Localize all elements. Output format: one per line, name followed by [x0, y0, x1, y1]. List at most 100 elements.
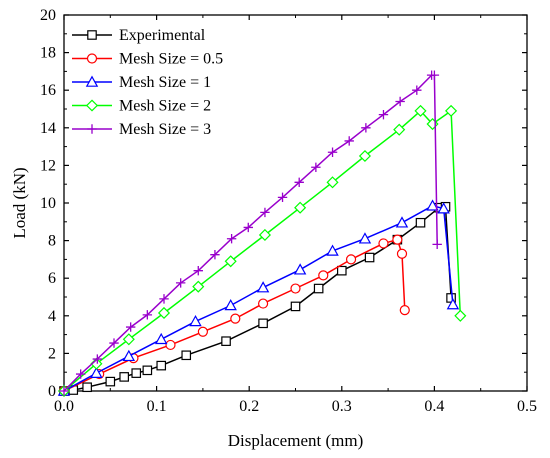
data-point: [358, 232, 372, 244]
y-tick-label: 4: [48, 308, 56, 325]
data-point: [224, 299, 237, 311]
data-point: [224, 255, 237, 268]
data-point: [125, 322, 136, 332]
data-point: [412, 85, 422, 95]
legend-marker: [85, 99, 99, 112]
y-tick-label: 8: [48, 233, 56, 250]
x-tick-label: 0.1: [147, 398, 167, 415]
legend-label: Experimental: [119, 27, 206, 44]
x-tick-label: 0.3: [332, 398, 352, 415]
data-point: [165, 339, 176, 351]
y-tick-label: 2: [48, 345, 56, 362]
data-point: [293, 263, 307, 275]
data-point: [378, 238, 389, 249]
legend-marker: [87, 30, 97, 40]
y-tick-label: 18: [40, 45, 56, 62]
data-point: [290, 301, 301, 312]
data-point: [277, 192, 288, 203]
plot-frame: [63, 14, 528, 392]
data-point: [326, 244, 339, 256]
x-tick-label: 0.4: [424, 398, 444, 415]
data-point: [59, 386, 69, 396]
data-point: [399, 305, 410, 316]
data-point: [429, 70, 440, 80]
data-point: [90, 366, 103, 378]
data-point: [243, 222, 253, 233]
y-tick-label: 0: [48, 383, 56, 400]
data-point: [142, 310, 153, 320]
data-point: [393, 123, 406, 136]
data-point: [131, 368, 142, 378]
x-tick-label: 0.0: [54, 398, 74, 415]
legend-marker: [86, 53, 98, 64]
data-point: [122, 333, 135, 346]
data-point: [294, 177, 304, 188]
data-point: [437, 202, 450, 214]
y-axis-title: Load (kN): [10, 167, 29, 238]
legend-item: Experimental: [72, 27, 206, 44]
data-point: [378, 109, 389, 120]
data-point: [344, 136, 354, 146]
data-point: [414, 104, 427, 117]
y-tick-label: 14: [40, 120, 56, 137]
data-point: [156, 360, 167, 371]
legend-label: Mesh Size = 3: [119, 121, 211, 138]
legend-marker: [87, 124, 97, 134]
data-point: [364, 252, 375, 263]
data-point: [426, 199, 439, 211]
data-point: [221, 336, 231, 346]
legend-item: Mesh Size = 0.5: [72, 51, 223, 68]
data-point: [230, 313, 241, 324]
data-point: [197, 326, 208, 337]
data-point: [313, 283, 324, 294]
data-point: [159, 294, 169, 304]
data-point: [415, 217, 426, 228]
data-point: [396, 248, 408, 259]
data-point: [157, 306, 171, 320]
data-point: [445, 104, 458, 117]
data-point: [294, 201, 307, 214]
legend-label: Mesh Size = 2: [119, 98, 211, 115]
legend-label: Mesh Size = 1: [119, 74, 211, 91]
data-point: [395, 96, 405, 107]
series-1: [59, 201, 456, 396]
data-point: [256, 281, 270, 293]
y-tick-label: 10: [40, 195, 56, 212]
data-point: [260, 207, 270, 218]
legend-marker: [85, 75, 99, 87]
series-5: [59, 70, 442, 396]
data-point: [82, 382, 92, 393]
legend: Experimental Mesh Size = 0.5 Mesh Size = 1…: [72, 27, 223, 138]
axes: 0.0 0.1 0.2 0.3 0.4 0.5 0 2 4 6 8 10 12 14 16 18 20 Displ…: [10, 7, 537, 450]
data-point: [142, 365, 153, 376]
data-point: [181, 350, 192, 361]
data-point: [122, 349, 136, 362]
series-group: [57, 70, 467, 398]
series-3: [57, 199, 460, 396]
legend-item: Mesh Size = 3: [72, 121, 211, 138]
data-point: [311, 162, 321, 172]
y-tick-label: 12: [40, 157, 56, 174]
data-point: [155, 332, 168, 345]
data-point: [258, 318, 268, 329]
data-point: [361, 123, 371, 133]
data-point: [226, 234, 237, 244]
data-point: [395, 216, 409, 228]
legend-item: Mesh Size = 2: [72, 98, 211, 115]
data-point: [109, 338, 119, 348]
y-tick-label: 6: [48, 270, 56, 287]
data-point: [392, 234, 403, 245]
data-point: [193, 265, 203, 276]
y-tick-label: 20: [40, 7, 56, 24]
data-point: [119, 372, 129, 382]
data-point: [92, 354, 103, 364]
data-point: [454, 309, 467, 322]
data-point: [318, 270, 329, 281]
series-4: [57, 104, 467, 398]
x-tick-label: 0.2: [239, 398, 259, 415]
data-point: [257, 298, 269, 309]
data-point: [327, 147, 338, 157]
data-point: [75, 369, 86, 379]
data-point: [258, 228, 271, 242]
